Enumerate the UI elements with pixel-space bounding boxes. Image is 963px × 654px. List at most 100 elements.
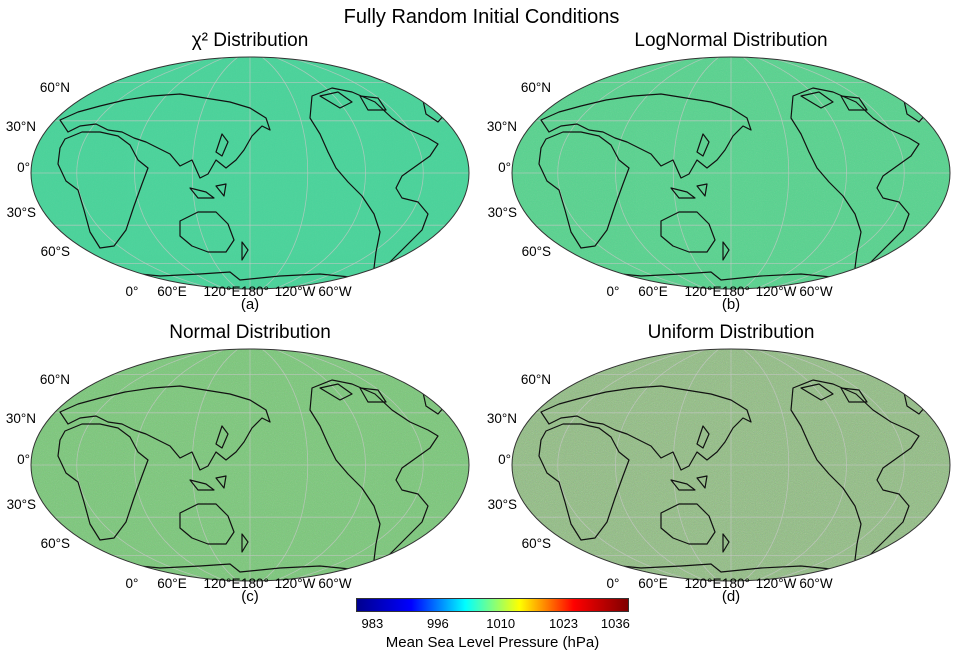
longitude-gridline (285, 349, 424, 581)
coastline (215, 133, 229, 157)
coastline (309, 87, 439, 275)
coastline (215, 475, 227, 489)
longitude-label: 120°E (684, 284, 722, 299)
longitude-label: 60°E (638, 576, 668, 591)
longitude-gridline (672, 57, 720, 289)
colorbar-tick-label: 1036 (600, 616, 630, 631)
latitude-label: 60°N (520, 372, 551, 387)
panel-label: (d) (721, 588, 741, 605)
longitude-label: 0° (606, 284, 620, 299)
coastline (670, 479, 696, 491)
panel-label: (c) (241, 588, 259, 605)
map-border (30, 348, 470, 582)
colorbar-tick-label: 996 (427, 616, 449, 631)
latitude-label: 60°S (521, 536, 551, 551)
coastline (215, 183, 227, 197)
latitude-label: 30°S (6, 205, 36, 220)
longitude-gridline (76, 57, 215, 289)
latitude-label: 30°N (486, 119, 517, 134)
longitude-gridline (273, 349, 366, 581)
coastline (309, 379, 439, 567)
coastline (840, 95, 868, 111)
panel-title: χ² Distribution (191, 30, 309, 51)
coastline (179, 211, 235, 253)
coastline (59, 93, 271, 179)
coastline (660, 211, 716, 253)
latitude-label: 30°N (5, 411, 36, 426)
map-panel-d: Uniform Distribution 60°N 30°N 0° 30°S 60°S 0°… (481, 322, 951, 622)
latitude-label: 30°N (486, 411, 517, 426)
coastline (215, 425, 229, 449)
latitude-label: 60°S (40, 536, 70, 551)
coastline (59, 385, 271, 471)
latitude-label: 0° (17, 452, 30, 467)
latitude-label: 30°S (487, 497, 517, 512)
longitude-gridline (134, 57, 227, 289)
longitude-gridline (766, 57, 905, 289)
coastline (540, 385, 752, 471)
longitude-label: 120°W (274, 284, 316, 299)
coastline (241, 533, 249, 553)
coastline (241, 241, 249, 261)
latitude-label: 60°S (521, 244, 551, 259)
coastline (319, 91, 353, 109)
world-map (30, 56, 470, 290)
longitude-gridline (766, 349, 905, 581)
longitude-label: 60°W (799, 284, 833, 299)
longitude-gridline (672, 349, 720, 581)
map-panel-b: LogNormal Distribution 60°N 30°N 0° 30°S 60°S… (481, 30, 951, 330)
coastline (179, 503, 235, 545)
colorbar-tick-label: 983 (361, 616, 384, 631)
coastline (660, 503, 716, 545)
world-map (30, 348, 470, 582)
latitude-label: 30°S (487, 205, 517, 220)
longitude-label: 60°W (799, 576, 833, 591)
map-border (30, 56, 470, 290)
map-panel-c: Normal Distribution 60°N 30°N 0° 30°S 60°S 0° 6… (0, 322, 470, 622)
colorbar (356, 598, 629, 612)
longitude-gridline (134, 349, 227, 581)
longitude-gridline (76, 349, 215, 581)
latitude-label: 60°N (39, 372, 70, 387)
longitude-gridline (273, 57, 366, 289)
panel-title: Normal Distribution (169, 322, 331, 343)
latitude-label: 30°N (5, 119, 36, 134)
coastline (722, 533, 730, 553)
longitude-label: 180° (722, 284, 750, 299)
longitude-label: 180° (241, 576, 269, 591)
longitude-label: 60°E (157, 576, 187, 591)
longitude-label: 120°E (203, 284, 241, 299)
longitude-label: 180° (722, 576, 750, 591)
coastline (538, 423, 630, 541)
longitude-gridline (191, 349, 239, 581)
longitude-label: 180° (241, 284, 269, 299)
coastline (359, 95, 387, 111)
coastline (696, 133, 710, 157)
longitude-gridline (615, 349, 708, 581)
map-panel-a: χ² Distribution 60°N 30°N 0° 30°S 60°S 0° 60°E 1… (0, 30, 470, 330)
coastline (57, 131, 149, 249)
latitude-label: 30°S (6, 497, 36, 512)
latitude-label: 60°N (520, 80, 551, 95)
longitude-label: 120°E (203, 576, 241, 591)
coastline (57, 423, 149, 541)
longitude-gridline (557, 349, 696, 581)
longitude-label: 0° (125, 576, 139, 591)
coastline (790, 87, 920, 275)
latitude-label: 60°N (39, 80, 70, 95)
panel-label: (b) (721, 296, 741, 313)
longitude-gridline (754, 57, 847, 289)
coastline (359, 387, 387, 403)
longitude-label: 0° (606, 576, 620, 591)
latitude-label: 60°S (40, 244, 70, 259)
coastline (189, 479, 215, 491)
coastline (696, 475, 708, 489)
coastline (189, 187, 215, 199)
latitude-label: 0° (498, 452, 511, 467)
coastline (800, 91, 834, 109)
colorbar-label: Mean Sea Level Pressure (hPa) (385, 634, 600, 651)
coastline (538, 131, 630, 249)
longitude-label: 120°W (755, 576, 797, 591)
coastline (319, 383, 353, 401)
coastline (696, 183, 708, 197)
